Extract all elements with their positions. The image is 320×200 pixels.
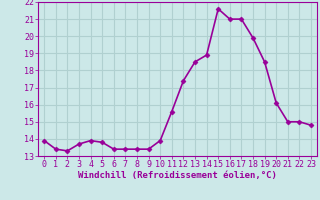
X-axis label: Windchill (Refroidissement éolien,°C): Windchill (Refroidissement éolien,°C) <box>78 171 277 180</box>
